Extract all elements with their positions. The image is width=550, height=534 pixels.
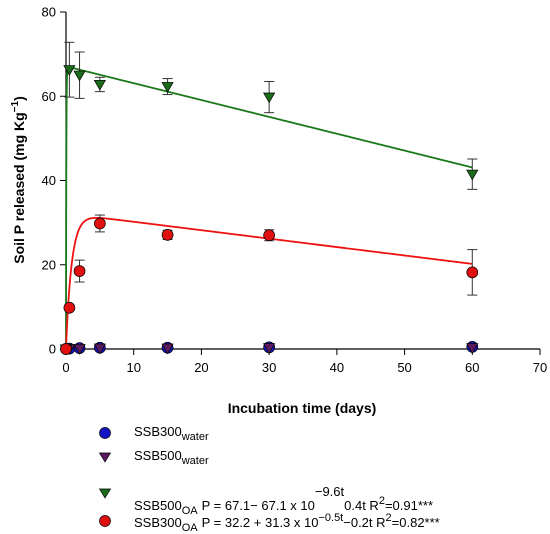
point-ssb500_oa	[73, 70, 86, 82]
point-ssb300_oa	[63, 301, 76, 314]
legend-label-ssb500-oa: SSB500OA P = 67.1− 67.1 x 10−9.6t0.4t R2=…	[134, 484, 434, 517]
point-ssb500_oa	[263, 92, 276, 104]
y-tick-label: 0	[49, 342, 56, 357]
y-axis-title-main: Soil P released (mg Kg	[11, 112, 27, 263]
point-ssb500_water	[161, 343, 174, 355]
point-ssb500_water	[466, 343, 479, 354]
legend-marker-triangle-green	[98, 488, 112, 499]
point-ssb300_oa	[466, 266, 479, 279]
fit-curves	[65, 66, 473, 349]
x-tick-label: 60	[465, 360, 479, 375]
error-bars	[64, 41, 478, 311]
x-tick-label: 0	[62, 360, 69, 375]
point-ssb500_water	[73, 344, 86, 355]
point-ssb300_oa	[94, 217, 106, 230]
point-ssb300_oa	[73, 265, 86, 277]
x-tick-label: 30	[262, 360, 276, 375]
y-tick-label: 20	[42, 257, 56, 272]
point-ssb500_oa	[161, 82, 174, 93]
fit-curve-ssb300_oa	[65, 216, 473, 349]
point-ssb300_oa	[60, 343, 72, 355]
x-tick-label: 50	[397, 360, 411, 375]
x-tick-label: 40	[330, 360, 344, 375]
x-tick-label: 70	[533, 360, 547, 375]
point-ssb300_oa	[263, 229, 275, 242]
y-tick-label: 60	[42, 89, 56, 104]
x-tick-label: 20	[194, 360, 208, 375]
point-ssb500_oa	[466, 169, 479, 181]
point-ssb300_oa	[161, 228, 174, 241]
legend-label-ssb500-water: SSB500water	[134, 448, 209, 467]
y-tick-label: 80	[42, 5, 56, 20]
legend-marker-triangle-purple	[98, 452, 112, 463]
y-axis-title-sup: −1	[10, 100, 21, 112]
legend-label-ssb300-oa: SSB300OA P = 32.2 + 31.3 x 10−0.5t−0.2t R…	[134, 512, 440, 534]
x-tick-label: 10	[126, 360, 140, 375]
legend-marker-circle-red	[99, 515, 111, 527]
x-axis-title: Incubation time (days)	[228, 400, 377, 416]
point-ssb500_oa	[63, 65, 76, 76]
y-axis-title-close: )	[11, 96, 27, 101]
point-ssb500_water	[263, 343, 276, 354]
y-axis-title: Soil P released (mg Kg−1)	[10, 96, 27, 264]
fit-curve-ssb500_oa	[65, 66, 473, 349]
legend-marker-circle-blue	[99, 427, 111, 439]
legend-label-ssb300-water: SSB300water	[134, 424, 209, 443]
data-points	[59, 65, 479, 356]
point-ssb500_oa	[93, 79, 106, 91]
y-tick-label: 40	[42, 173, 56, 188]
point-ssb500_water	[93, 343, 106, 355]
